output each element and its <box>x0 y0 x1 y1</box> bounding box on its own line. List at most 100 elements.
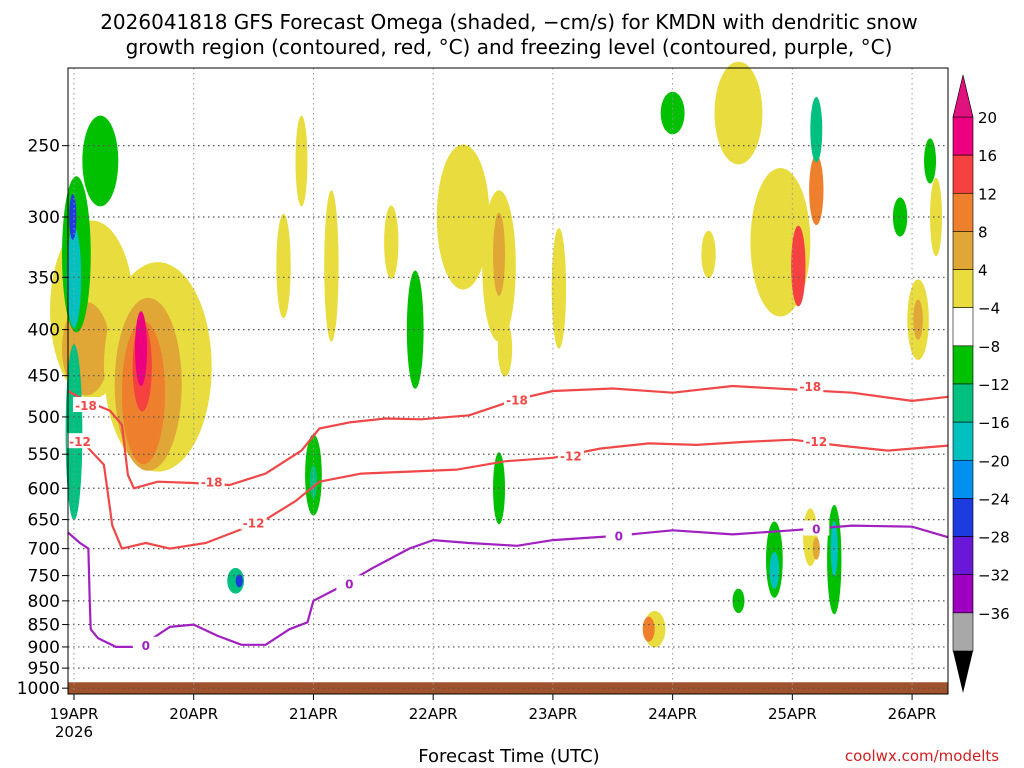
colorbar-tick-label: −16 <box>978 414 1010 432</box>
y-tick-label: 250 <box>28 137 60 157</box>
colorbar-tick-label: 4 <box>978 262 988 280</box>
omega-blob <box>493 212 506 296</box>
contour-label-bg <box>557 447 584 463</box>
omega-blob <box>406 270 424 389</box>
colorbar-tick-label: −20 <box>978 452 1010 470</box>
colorbar-tick-label: 20 <box>978 109 997 127</box>
grid-lines <box>68 68 948 694</box>
chart-title-line1: 2026041818 GFS Forecast Omega (shaded, −… <box>100 10 918 34</box>
omega-blob <box>135 311 148 387</box>
omega-blob <box>235 574 243 588</box>
colorbar-tick-label: 8 <box>978 223 988 241</box>
x-tick-label: 22APR <box>409 705 458 723</box>
contour-label-bg <box>336 575 363 591</box>
colorbar-tick-label: 12 <box>978 185 997 203</box>
omega-blob <box>69 194 77 240</box>
contour-label: -18 <box>201 476 223 490</box>
y-tick-label: 300 <box>28 208 60 228</box>
contour-label: -18 <box>799 380 821 394</box>
contour-label-bg <box>605 527 632 543</box>
colorbar-swatch <box>952 498 974 537</box>
colorbar: 20 16 12 8 4 −4 −8 −12 −16 −20 −24 −28 −32 −36 <box>952 74 1010 693</box>
dendritic-minus12-line <box>67 438 949 550</box>
y-tick-label: 650 <box>28 511 60 531</box>
contour-label: -12 <box>69 435 91 449</box>
contour-label-bg <box>198 473 225 489</box>
y-tick-label: 450 <box>28 367 60 387</box>
contour-label-bg <box>240 514 267 530</box>
contour-label-bg <box>803 433 830 449</box>
y-axis: 2503003504004505005506006507007508008509… <box>17 137 68 699</box>
omega-blob <box>65 344 83 521</box>
x-year-label: 2026 <box>55 723 93 741</box>
freezing-level-line <box>67 524 949 648</box>
omega-blob <box>892 197 908 237</box>
omega-blob <box>276 213 291 319</box>
contour-label-bg <box>132 636 159 652</box>
colorbar-swatch <box>952 421 974 461</box>
x-axis: 19APR 20APR 21APR 22APR 23APR 24APR 25APR 26APR… <box>50 694 937 741</box>
omega-blob <box>701 230 716 279</box>
omega-blob <box>324 190 339 342</box>
colorbar-tick-label: −28 <box>978 529 1010 547</box>
contour-label-bg <box>66 433 93 449</box>
colorbar-swatch <box>952 154 974 194</box>
omega-blob <box>82 115 119 207</box>
omega-blob <box>810 96 823 163</box>
colorbar-swatch <box>952 536 974 576</box>
colorbar-swatch <box>952 383 974 423</box>
chart-title-line2: growth region (contoured, red, °C) and f… <box>126 35 893 59</box>
x-tick-label: 24APR <box>648 705 697 723</box>
contour-label-bg <box>503 391 530 407</box>
omega-blob <box>497 320 513 377</box>
y-tick-label: 500 <box>28 408 60 428</box>
contour-label: 0 <box>345 577 353 591</box>
x-tick-label: 25APR <box>768 705 817 723</box>
omega-blob <box>551 228 567 349</box>
omega-blob <box>930 177 943 257</box>
omega-shading <box>50 61 943 648</box>
x-tick-label: 19APR <box>50 705 99 723</box>
y-tick-label: 800 <box>28 592 60 612</box>
colorbar-tick-label: −12 <box>978 376 1010 394</box>
omega-blob <box>913 299 923 340</box>
y-tick-label: 750 <box>28 567 60 587</box>
contour-label: -18 <box>75 399 97 413</box>
colorbar-tick-label: −4 <box>978 300 1000 318</box>
y-tick-label: 550 <box>28 445 60 465</box>
plot-frame <box>67 67 949 695</box>
y-tick-label: 700 <box>28 540 60 560</box>
colorbar-swatch <box>952 192 974 232</box>
x-axis-label: Forecast Time (UTC) <box>418 746 599 767</box>
colorbar-swatch <box>952 345 974 385</box>
colorbar-tick-label: −8 <box>978 338 1000 356</box>
y-tick-label: 350 <box>28 268 60 288</box>
omega-blob <box>791 225 806 307</box>
colorbar-swatch <box>952 612 974 652</box>
omega-blob <box>769 551 780 589</box>
colorbar-swatch <box>952 269 974 309</box>
x-tick-label: 26APR <box>888 705 937 723</box>
x-tick-label: 21APR <box>289 705 338 723</box>
contour-label: -12 <box>243 517 265 531</box>
colorbar-bottom-arrow <box>953 651 973 693</box>
contour-label: -12 <box>805 435 827 449</box>
omega-blob <box>227 567 244 594</box>
colorbar-swatch <box>952 116 974 156</box>
contour-label: 0 <box>812 523 820 537</box>
colorbar-tick-label: −36 <box>978 605 1010 623</box>
y-tick-label: 1000 <box>17 679 60 699</box>
contour-label-bg <box>797 377 824 393</box>
y-tick-label: 850 <box>28 616 60 636</box>
contour-lines: -18 -18 -18 -18 -12 -12 -12 -12 0 0 0 0 <box>66 377 949 653</box>
omega-blob <box>384 205 399 280</box>
credit-link[interactable]: coolwx.com/modelts <box>845 747 999 765</box>
contour-label-bg <box>803 520 830 536</box>
contour-label: 0 <box>142 639 150 653</box>
omega-blob <box>295 115 308 207</box>
contour-label: -18 <box>506 393 528 407</box>
colorbar-top-arrow <box>952 74 974 118</box>
colorbar-tick-label: −24 <box>978 490 1010 508</box>
colorbar-swatch <box>952 459 974 499</box>
